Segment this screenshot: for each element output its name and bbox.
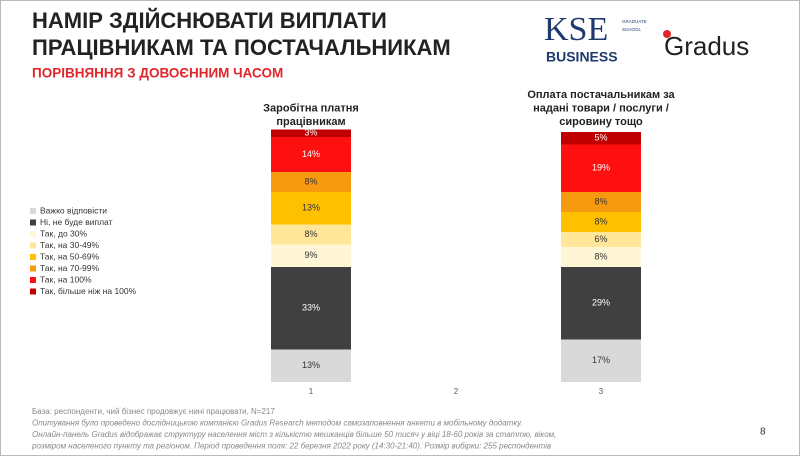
legend-label: Так, на 100% [40, 274, 92, 284]
logo-kse: KSE [544, 11, 608, 48]
page-number: 8 [760, 427, 766, 438]
legend-swatch [30, 242, 36, 249]
bar-segment [561, 144, 641, 192]
data-label: 13% [302, 203, 320, 213]
legend-label: Так, на 70-99% [40, 263, 100, 273]
data-label: 6% [594, 234, 607, 244]
bar-segment [271, 129, 351, 137]
chart-title: НАМІР ЗДІЙСНЮВАТИ ВИПЛАТИ [32, 8, 387, 33]
logo-dot [663, 30, 671, 38]
data-label: 13% [302, 360, 320, 370]
bar-segment [271, 349, 351, 382]
legend-label: Важко відповісти [40, 205, 107, 215]
data-label: 17% [592, 355, 610, 365]
legend-swatch [30, 208, 36, 214]
data-label: 8% [304, 176, 317, 186]
bar-segment [561, 132, 641, 145]
legend-label: Так, на 50-69% [40, 251, 100, 261]
footnote: Онлайн-панель Gradus відображає структур… [32, 430, 556, 439]
data-label: 29% [592, 298, 610, 308]
data-label: 33% [302, 303, 320, 313]
footnote: розміром населеного пункту та регіоном. … [31, 442, 551, 451]
legend-swatch [30, 265, 36, 272]
legend-swatch [30, 254, 36, 260]
bar-segment [561, 247, 641, 267]
bar-segment [561, 339, 641, 382]
legend-label: Так, більше ніж на 100% [40, 286, 137, 296]
legend-label: Ні, не буде виплат [40, 217, 113, 227]
column-title: сировину тощо [559, 116, 643, 128]
bar-segment [271, 137, 351, 172]
logo-school: SCHOOL [622, 27, 642, 32]
chart-title: ПРАЦІВНИКАМ ТА ПОСТАЧАЛЬНИКАМ [32, 35, 451, 60]
footnote: База: респонденти, чий бізнес продовжує … [32, 407, 275, 416]
data-label: 8% [594, 251, 607, 261]
legend-swatch [30, 231, 36, 237]
bar-segment [271, 172, 351, 192]
logo-gradus: Gradus [664, 31, 749, 61]
legend-swatch [30, 219, 36, 226]
bar-segment [271, 192, 351, 225]
x-tick-label: 2 [454, 387, 459, 396]
data-label: 8% [304, 229, 317, 239]
x-tick-label: 1 [309, 387, 314, 396]
data-label: 3% [304, 128, 317, 138]
legend-swatch [30, 277, 36, 283]
logo-school: GRADUATE [622, 19, 647, 24]
bar-segment [561, 232, 641, 247]
bar-segment [561, 212, 641, 232]
logo-business: BUSINESS [546, 49, 618, 65]
data-label: 8% [594, 216, 607, 226]
legend-label: Так, на 30-49% [40, 240, 100, 250]
column-title: Оплата постачальникам за [527, 89, 675, 101]
data-label: 19% [592, 163, 610, 173]
x-tick-label: 3 [599, 387, 604, 396]
data-label: 8% [594, 196, 607, 206]
data-label: 14% [302, 149, 320, 159]
column-title: надані товари / послуги / [533, 102, 669, 114]
bar-segment [561, 192, 641, 212]
bar-segment [271, 224, 351, 245]
legend-swatch [30, 288, 36, 295]
legend-label: Так, до 30% [40, 228, 87, 238]
data-label: 5% [594, 133, 607, 143]
bar-segment [271, 267, 351, 350]
footnote: Опитування було проведено дослідницькою … [32, 419, 523, 428]
column-title: працівникам [276, 116, 345, 128]
chart-subtitle: ПОРІВНЯННЯ З ДОВОЄННИМ ЧАСОМ [32, 66, 283, 81]
column-title: Заробітна платня [263, 102, 359, 114]
bar-segment [271, 244, 351, 267]
bar-segment [561, 267, 641, 340]
data-label: 9% [304, 250, 317, 260]
